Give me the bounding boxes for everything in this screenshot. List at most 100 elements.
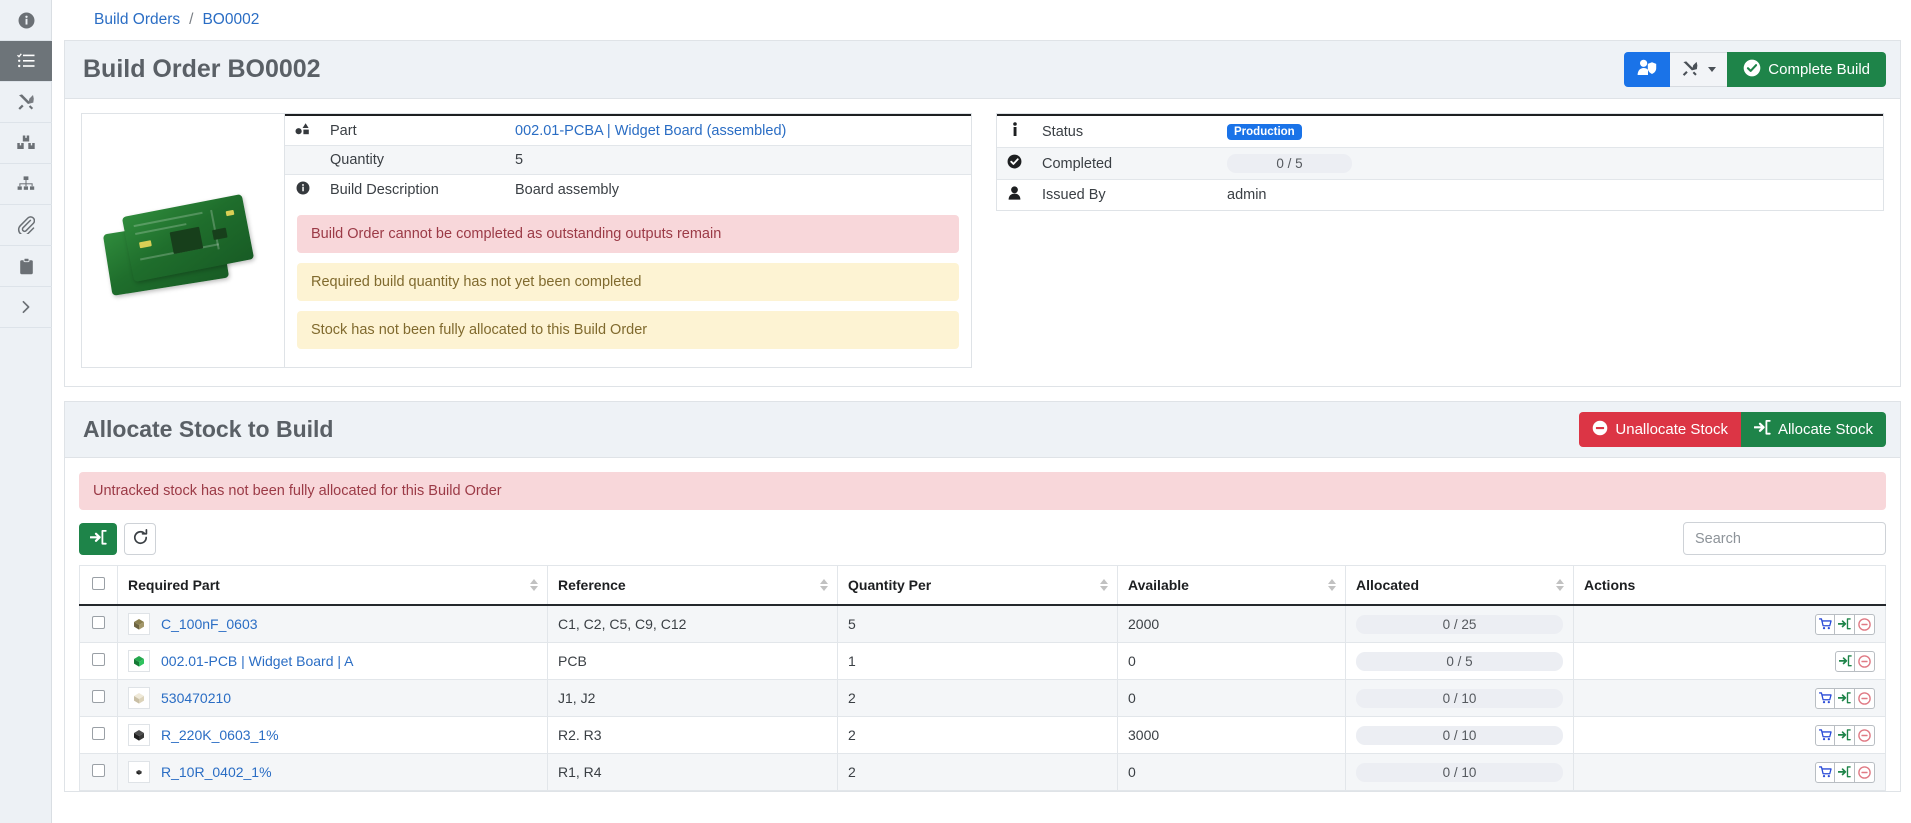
check-circle-icon xyxy=(997,148,1032,180)
table-row[interactable]: R_10R_0402_1% R1, R4 2 0 0 / 10 xyxy=(79,753,1886,791)
cell-quantity-per: 2 xyxy=(837,753,1118,791)
part-link[interactable]: R_220K_0603_1% xyxy=(161,727,279,743)
deallocate-row-button[interactable] xyxy=(1855,687,1875,709)
toolbar-allocate-button[interactable] xyxy=(79,522,117,555)
alert-outstanding-outputs: Build Order cannot be completed as outst… xyxy=(297,215,959,253)
cell-actions xyxy=(1573,642,1886,680)
info-circle-icon xyxy=(18,12,35,29)
select-all-checkbox[interactable] xyxy=(92,577,105,590)
row-checkbox[interactable] xyxy=(92,764,105,777)
unallocate-stock-button[interactable]: Unallocate Stock xyxy=(1579,412,1741,447)
column-allocated[interactable]: Allocated xyxy=(1345,565,1574,606)
column-actions: Actions xyxy=(1573,565,1886,606)
buy-part-button[interactable] xyxy=(1815,613,1835,635)
part-link[interactable]: 002.01-PCBA | Widget Board (assembled) xyxy=(515,122,787,139)
part-thumbnail-icon xyxy=(128,724,150,746)
breadcrumb-root-link[interactable]: Build Orders xyxy=(94,11,181,28)
allocate-stock-button[interactable]: Allocate Stock xyxy=(1740,412,1886,447)
column-label-required-part: Required Part xyxy=(128,577,220,593)
part-link[interactable]: 530470210 xyxy=(161,690,232,706)
table-row[interactable]: 530470210 J1, J2 2 0 0 / 10 xyxy=(79,679,1886,717)
toolbar-refresh-button[interactable] xyxy=(124,522,156,555)
sign-in-icon xyxy=(1838,766,1851,778)
cell-required-part: 002.01-PCB | Widget Board | A xyxy=(117,642,548,680)
deallocate-row-button[interactable] xyxy=(1855,724,1875,746)
sidebar-expand-toggle[interactable] xyxy=(0,287,52,328)
task-list-icon xyxy=(17,53,35,69)
row-checkbox[interactable] xyxy=(92,690,105,703)
column-quantity-per[interactable]: Quantity Per xyxy=(837,565,1118,606)
build-order-panel: Build Order BO0002 xyxy=(64,40,1901,387)
cell-actions xyxy=(1573,679,1886,717)
cell-allocated: 0 / 10 xyxy=(1345,753,1574,791)
deallocate-row-button[interactable] xyxy=(1855,613,1875,635)
column-required-part[interactable]: Required Part xyxy=(117,565,548,606)
cell-allocated: 0 / 25 xyxy=(1345,604,1574,643)
allocate-row-button[interactable] xyxy=(1835,613,1855,635)
cell-available: 0 xyxy=(1117,679,1346,717)
part-link[interactable]: R_10R_0402_1% xyxy=(161,764,272,780)
sign-in-icon xyxy=(1838,692,1851,704)
part-link[interactable]: C_100nF_0603 xyxy=(161,616,258,632)
detail-value-quantity: 5 xyxy=(515,152,524,168)
table-body: C_100nF_0603 C1, C2, C5, C9, C12 5 2000 … xyxy=(79,604,1886,791)
deallocate-row-button[interactable] xyxy=(1855,761,1875,783)
row-checkbox[interactable] xyxy=(92,616,105,629)
allocated-progress: 0 / 25 xyxy=(1356,614,1563,634)
row-checkbox[interactable] xyxy=(92,727,105,740)
allocate-row-button[interactable] xyxy=(1835,687,1855,709)
sidebar-item-child-builds[interactable] xyxy=(0,164,52,205)
assign-build-button[interactable] xyxy=(1624,52,1671,87)
quantity-icon-empty xyxy=(285,146,320,175)
table-row[interactable]: R_220K_0603_1% R2. R3 2 3000 0 / 10 xyxy=(79,716,1886,754)
cell-actions xyxy=(1573,604,1886,643)
cell-allocated: 0 / 5 xyxy=(1345,642,1574,680)
sign-in-icon xyxy=(1838,618,1851,630)
cell-reference: PCB xyxy=(547,642,838,680)
sidebar-item-attachments[interactable] xyxy=(0,205,52,246)
detail-row-description: Build Description Board assembly xyxy=(285,174,971,206)
cell-quantity-per: 2 xyxy=(837,716,1118,754)
buy-part-button[interactable] xyxy=(1815,687,1835,709)
allocate-toolbar xyxy=(79,522,1886,555)
cell-quantity-per: 2 xyxy=(837,679,1118,717)
pcb-board-image xyxy=(101,181,266,301)
sidebar-item-build-orders[interactable] xyxy=(0,41,52,82)
build-tools-dropdown[interactable] xyxy=(1670,52,1728,87)
part-thumbnail-icon xyxy=(128,613,150,635)
search-input[interactable] xyxy=(1683,522,1886,555)
sign-in-icon xyxy=(1838,729,1851,741)
completed-label: Completed xyxy=(1042,155,1113,172)
row-checkbox[interactable] xyxy=(92,653,105,666)
part-link[interactable]: 002.01-PCB | Widget Board | A xyxy=(161,653,354,669)
sidebar-item-notes[interactable] xyxy=(0,246,52,287)
status-row-issued-by: Issued By admin xyxy=(997,179,1883,211)
deallocate-row-button[interactable] xyxy=(1855,650,1875,672)
buy-part-button[interactable] xyxy=(1815,724,1835,746)
allocate-row-button[interactable] xyxy=(1835,650,1855,672)
part-thumbnail[interactable] xyxy=(82,114,284,367)
build-order-body: Part 002.01-PCBA | Widget Board (assembl… xyxy=(65,99,1900,386)
row-select-cell xyxy=(79,716,118,754)
column-available[interactable]: Available xyxy=(1117,565,1346,606)
allocate-row-button[interactable] xyxy=(1835,724,1855,746)
sidebar-item-allocated-stock[interactable] xyxy=(0,123,52,164)
allocate-row-button[interactable] xyxy=(1835,761,1855,783)
part-thumbnail-icon xyxy=(128,650,150,672)
check-circle-icon xyxy=(1743,59,1761,81)
breadcrumb: Build Orders / BO0002 xyxy=(52,0,1911,40)
breadcrumb-separator: / xyxy=(189,11,194,28)
detail-table: Part 002.01-PCBA | Widget Board (assembl… xyxy=(285,114,971,205)
breadcrumb-current-link[interactable]: BO0002 xyxy=(202,11,260,28)
complete-build-button[interactable]: Complete Build xyxy=(1727,52,1886,87)
table-row[interactable]: C_100nF_0603 C1, C2, C5, C9, C12 5 2000 … xyxy=(79,604,1886,643)
column-reference[interactable]: Reference xyxy=(547,565,838,606)
allocated-progress: 0 / 10 xyxy=(1356,688,1563,708)
table-row[interactable]: 002.01-PCB | Widget Board | A PCB 1 0 0 … xyxy=(79,642,1886,680)
detail-label-part: Part xyxy=(330,122,357,139)
buy-part-button[interactable] xyxy=(1815,761,1835,783)
cell-reference: R1, R4 xyxy=(547,753,838,791)
sidebar-item-build-outputs[interactable] xyxy=(0,82,52,123)
sidebar-item-info[interactable] xyxy=(0,0,52,41)
detail-value-description: Board assembly xyxy=(515,182,619,198)
